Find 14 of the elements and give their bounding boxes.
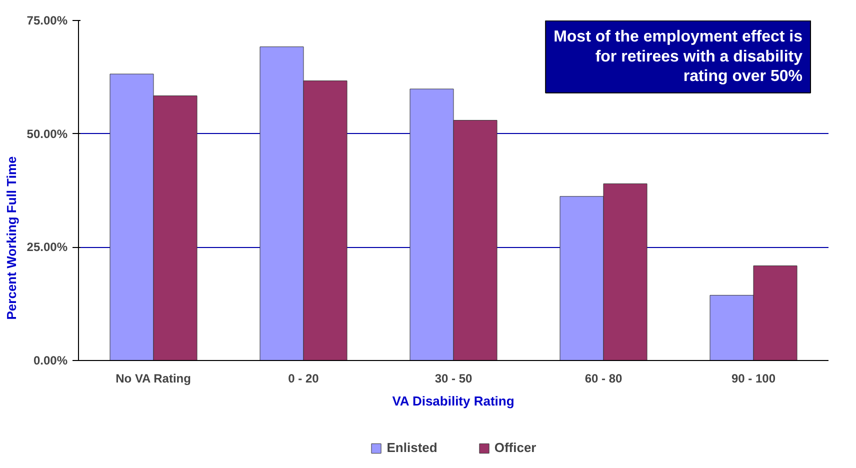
y-axis-title: Percent Working Full Time	[4, 156, 19, 320]
legend-label: Enlisted	[386, 440, 438, 455]
y-tick-label: 0.00%	[33, 354, 68, 368]
annotation: Most of the employment effect is for retirees with a disability rating over 50%	[554, 28, 803, 85]
y-tick-label: 75.00%	[26, 14, 68, 28]
legend-label: Officer	[494, 440, 536, 455]
x-tick-label: 0 - 20	[288, 372, 320, 386]
x-tick-label: 60 - 80	[584, 372, 623, 386]
y-tick-label: 25.00%	[26, 240, 68, 254]
x-tick-label: 90 - 100	[731, 372, 776, 386]
x-tick-label: No VA Rating	[116, 372, 191, 386]
x-axis-title: VA Disability Rating	[392, 394, 514, 408]
y-tick-label: 50.00%	[26, 126, 68, 141]
x-tick-label: 30 - 50	[434, 372, 473, 386]
